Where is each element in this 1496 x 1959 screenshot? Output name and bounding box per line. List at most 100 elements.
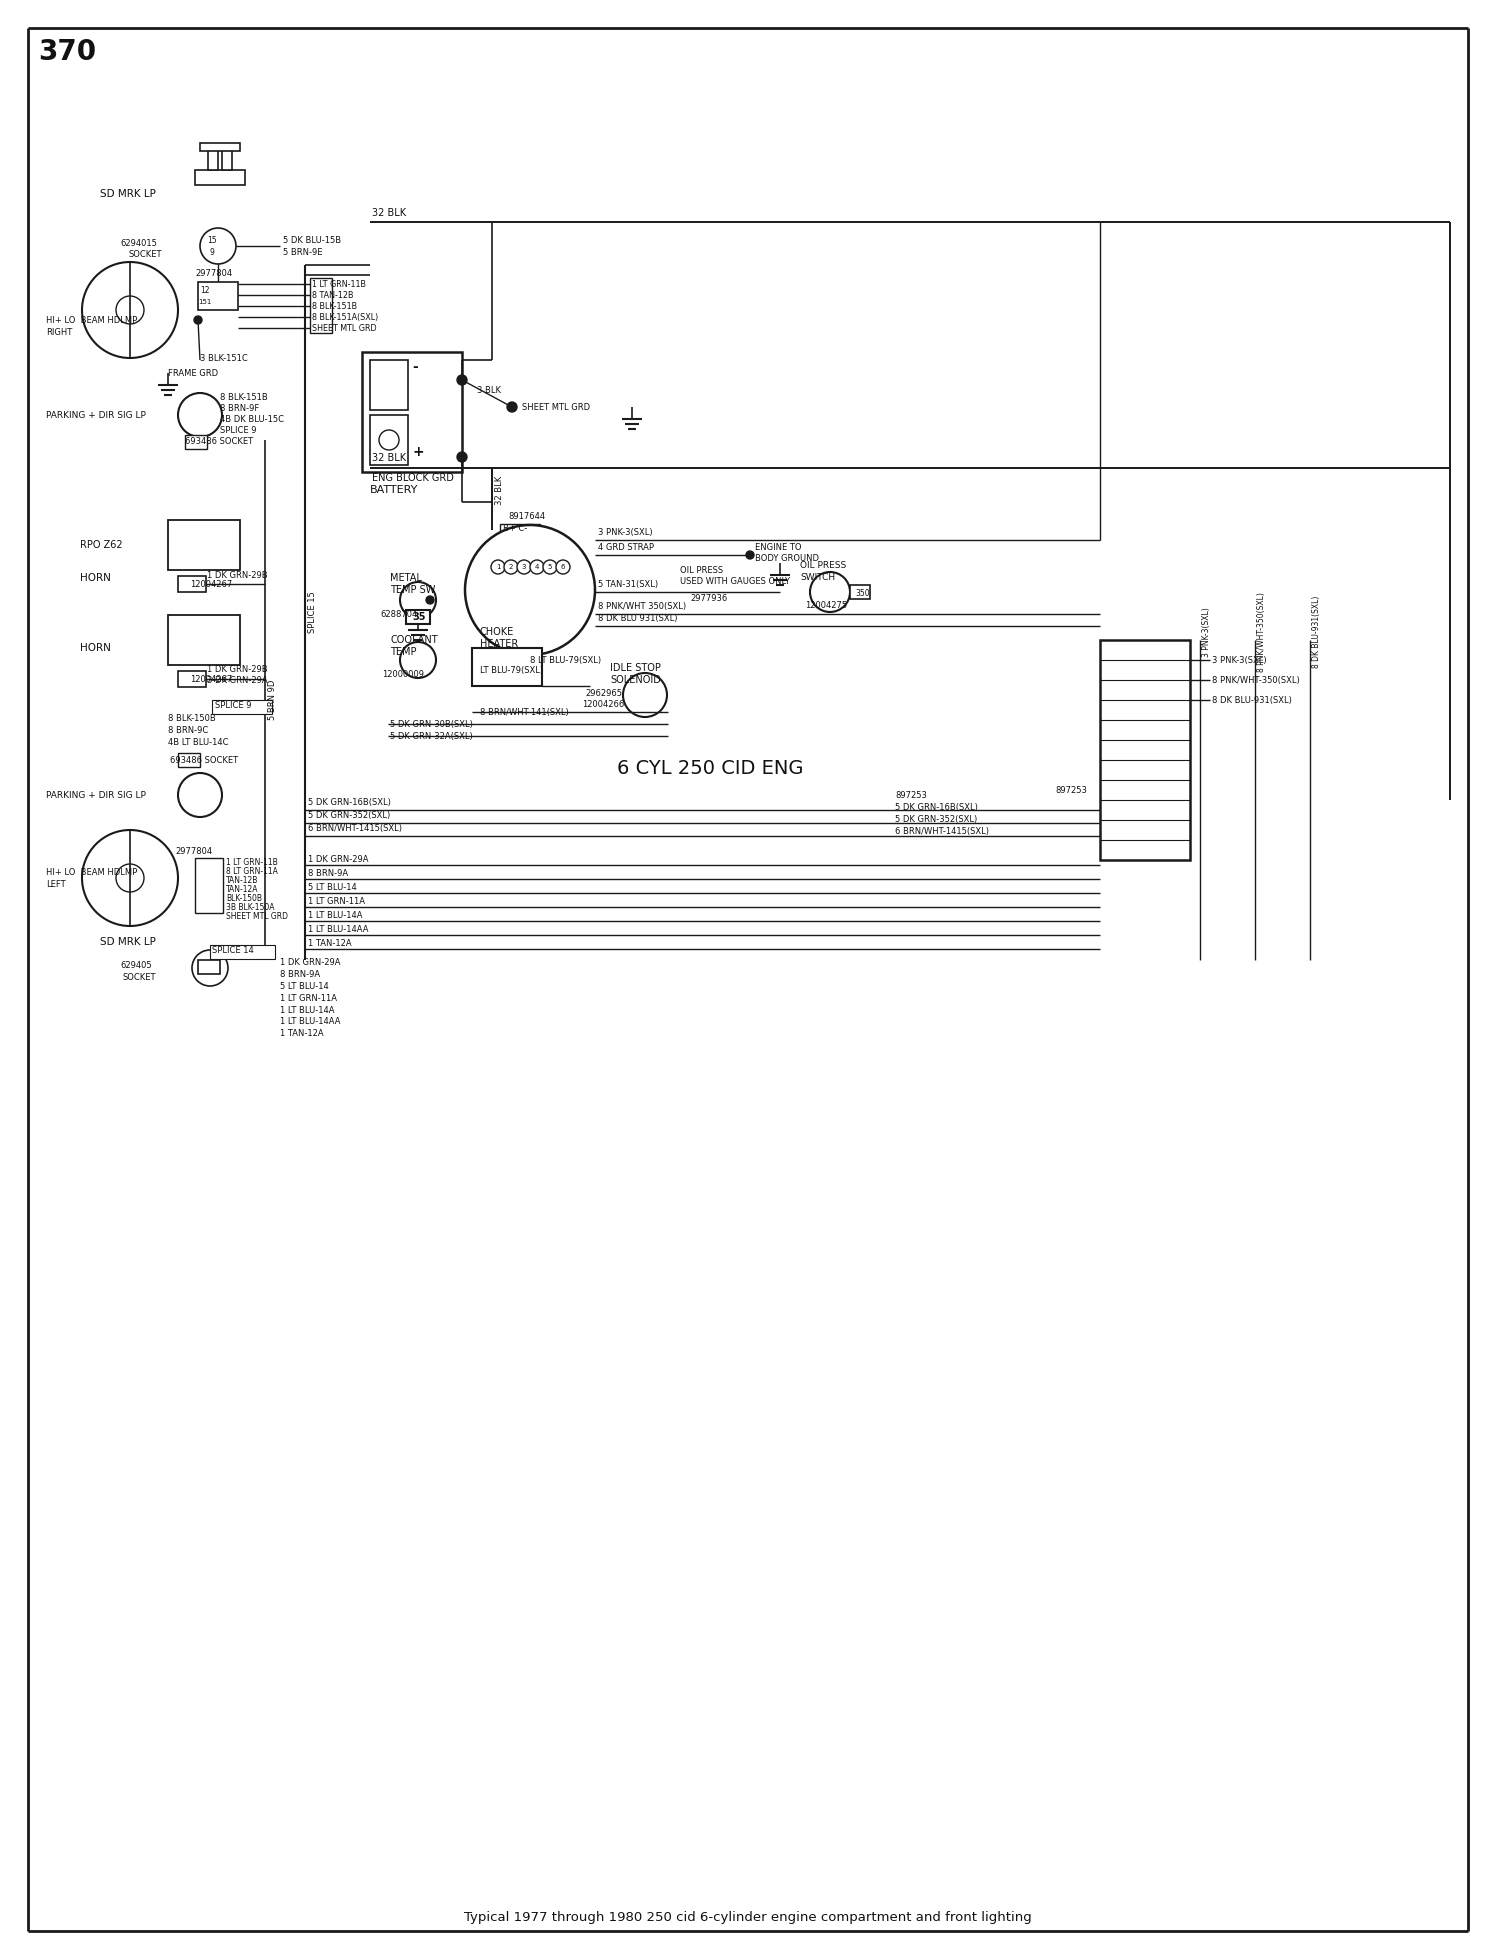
- Text: TEMP SW: TEMP SW: [390, 586, 435, 596]
- Circle shape: [178, 774, 221, 817]
- Bar: [362, 353, 462, 472]
- Text: 8 LT GRN-11A: 8 LT GRN-11A: [226, 866, 278, 876]
- Text: 32 BLK: 32 BLK: [495, 476, 504, 505]
- Circle shape: [504, 560, 518, 574]
- Bar: [168, 519, 239, 570]
- Text: 1 LT BLU-14AA: 1 LT BLU-14AA: [280, 1017, 341, 1027]
- Text: Typical 1977 through 1980 250 cid 6-cylinder engine compartment and front lighti: Typical 1977 through 1980 250 cid 6-cyli…: [464, 1912, 1032, 1924]
- Bar: [168, 615, 239, 664]
- Text: 2977804: 2977804: [175, 846, 212, 856]
- Text: 350: 350: [856, 588, 869, 597]
- Text: ENGINE TO: ENGINE TO: [755, 543, 802, 552]
- Text: 12004275: 12004275: [805, 601, 847, 609]
- Text: 8 LT BLU-79(SXL): 8 LT BLU-79(SXL): [530, 656, 601, 664]
- Text: 35: 35: [411, 611, 425, 623]
- Text: PARKING + DIR SIG LP: PARKING + DIR SIG LP: [46, 411, 147, 419]
- Text: TAN-12A: TAN-12A: [226, 885, 259, 893]
- Circle shape: [465, 525, 595, 654]
- Bar: [1100, 641, 1189, 860]
- Text: 8 BRN-9F: 8 BRN-9F: [220, 404, 259, 413]
- Text: 6294015: 6294015: [120, 239, 157, 247]
- Text: COOLANT: COOLANT: [390, 635, 438, 645]
- Text: 8 BLK-151A(SXL): 8 BLK-151A(SXL): [313, 313, 378, 321]
- Text: 5 DK GRN-16B(SXL): 5 DK GRN-16B(SXL): [895, 803, 978, 811]
- Text: HORN: HORN: [79, 572, 111, 584]
- Text: 3 BLK-151C: 3 BLK-151C: [200, 353, 248, 362]
- Text: 5 DK GRN-352(SXL): 5 DK GRN-352(SXL): [895, 815, 977, 823]
- Text: SPLICE 15: SPLICE 15: [308, 592, 317, 633]
- Text: 1 LT GRN-11A: 1 LT GRN-11A: [308, 897, 365, 905]
- Bar: [178, 672, 206, 688]
- Text: RPO Z62: RPO Z62: [79, 541, 123, 550]
- Text: 4B LT BLU-14C: 4B LT BLU-14C: [168, 737, 229, 746]
- Text: SOCKET: SOCKET: [123, 972, 156, 981]
- Bar: [197, 282, 238, 310]
- Text: HI+ LO  BEAM HDLMP: HI+ LO BEAM HDLMP: [46, 315, 138, 325]
- Text: 1 DK GRN-29A: 1 DK GRN-29A: [308, 854, 368, 864]
- Text: 3 PNK-3(SXL): 3 PNK-3(SXL): [1212, 656, 1267, 664]
- Text: 5 DK GRN-32A(SXL): 5 DK GRN-32A(SXL): [390, 731, 473, 741]
- Text: 2: 2: [509, 564, 513, 570]
- Circle shape: [543, 560, 557, 574]
- Text: 1 TAN-12A: 1 TAN-12A: [308, 938, 352, 948]
- Text: 8 PNK/WHT-350(SXL): 8 PNK/WHT-350(SXL): [1257, 592, 1266, 672]
- Text: BLK-150B: BLK-150B: [226, 893, 262, 903]
- Text: HEATER: HEATER: [480, 639, 518, 648]
- Text: 8 BLK-150B: 8 BLK-150B: [168, 713, 215, 723]
- Text: 8 DK BLU-931(SXL): 8 DK BLU-931(SXL): [1312, 596, 1321, 668]
- Text: 1 LT BLU-14A: 1 LT BLU-14A: [308, 911, 362, 919]
- Text: 693486 SOCKET: 693486 SOCKET: [186, 437, 253, 445]
- Circle shape: [809, 572, 850, 611]
- Circle shape: [117, 864, 144, 891]
- Text: 32 BLK: 32 BLK: [373, 453, 405, 462]
- Text: 5: 5: [548, 564, 552, 570]
- Text: 2962965: 2962965: [585, 688, 622, 697]
- Text: 9: 9: [209, 247, 214, 257]
- Text: USED WITH GAUGES ONLY: USED WITH GAUGES ONLY: [681, 576, 790, 586]
- Text: BODY GROUND: BODY GROUND: [755, 554, 818, 562]
- Circle shape: [82, 263, 178, 358]
- Text: 1: 1: [495, 564, 500, 570]
- Text: 693486 SOCKET: 693486 SOCKET: [171, 756, 238, 764]
- Bar: [186, 435, 206, 449]
- Text: 32 BLK: 32 BLK: [373, 208, 405, 217]
- Text: TAN-12B: TAN-12B: [226, 876, 259, 885]
- Text: SHEET MTL GRD: SHEET MTL GRD: [522, 402, 589, 411]
- Bar: [194, 170, 245, 184]
- Text: SPLICE 9: SPLICE 9: [215, 701, 251, 709]
- Circle shape: [194, 315, 202, 323]
- Bar: [209, 944, 275, 960]
- Circle shape: [399, 582, 435, 617]
- Bar: [850, 586, 871, 599]
- Text: 1 DK GRN-29B: 1 DK GRN-29B: [206, 570, 268, 580]
- Circle shape: [456, 374, 467, 386]
- Text: 6288704: 6288704: [380, 609, 417, 619]
- Text: 3: 3: [522, 564, 527, 570]
- Circle shape: [200, 227, 236, 264]
- Text: 1 LT GRN-11B: 1 LT GRN-11B: [226, 858, 278, 866]
- Text: ENG BLOCK GRD: ENG BLOCK GRD: [373, 472, 453, 484]
- Bar: [212, 699, 272, 713]
- Text: RIGHT: RIGHT: [46, 327, 72, 337]
- Text: 8917644: 8917644: [509, 511, 545, 521]
- Text: 15: 15: [206, 235, 217, 245]
- Text: SPLICE 9: SPLICE 9: [220, 425, 256, 435]
- Text: 897253: 897253: [895, 791, 928, 799]
- Text: TEMP: TEMP: [390, 646, 416, 656]
- Text: 3 PNK-3(SXL): 3 PNK-3(SXL): [598, 527, 652, 537]
- Text: SHEET MTL GRD: SHEET MTL GRD: [226, 911, 289, 921]
- Text: 5 DK GRN-352(SXL): 5 DK GRN-352(SXL): [308, 811, 390, 819]
- Circle shape: [82, 831, 178, 927]
- Text: SOCKET: SOCKET: [129, 249, 162, 259]
- Text: SHEET MTL GRD: SHEET MTL GRD: [313, 323, 377, 333]
- Text: 8 BRN-9A: 8 BRN-9A: [280, 970, 320, 978]
- Text: 6: 6: [561, 564, 565, 570]
- Text: 8 PNK/WHT 350(SXL): 8 PNK/WHT 350(SXL): [598, 601, 687, 611]
- Text: PARKING + DIR SIG LP: PARKING + DIR SIG LP: [46, 791, 147, 799]
- Text: BATTERY: BATTERY: [370, 486, 419, 496]
- Text: 6 BRN/WHT-1415(SXL): 6 BRN/WHT-1415(SXL): [308, 823, 402, 833]
- Text: 4: 4: [534, 564, 539, 570]
- Text: 8 PNK/WHT-350(SXL): 8 PNK/WHT-350(SXL): [1212, 676, 1300, 684]
- Text: OIL PRESS: OIL PRESS: [800, 560, 847, 570]
- Text: 3 BLK: 3 BLK: [477, 386, 501, 394]
